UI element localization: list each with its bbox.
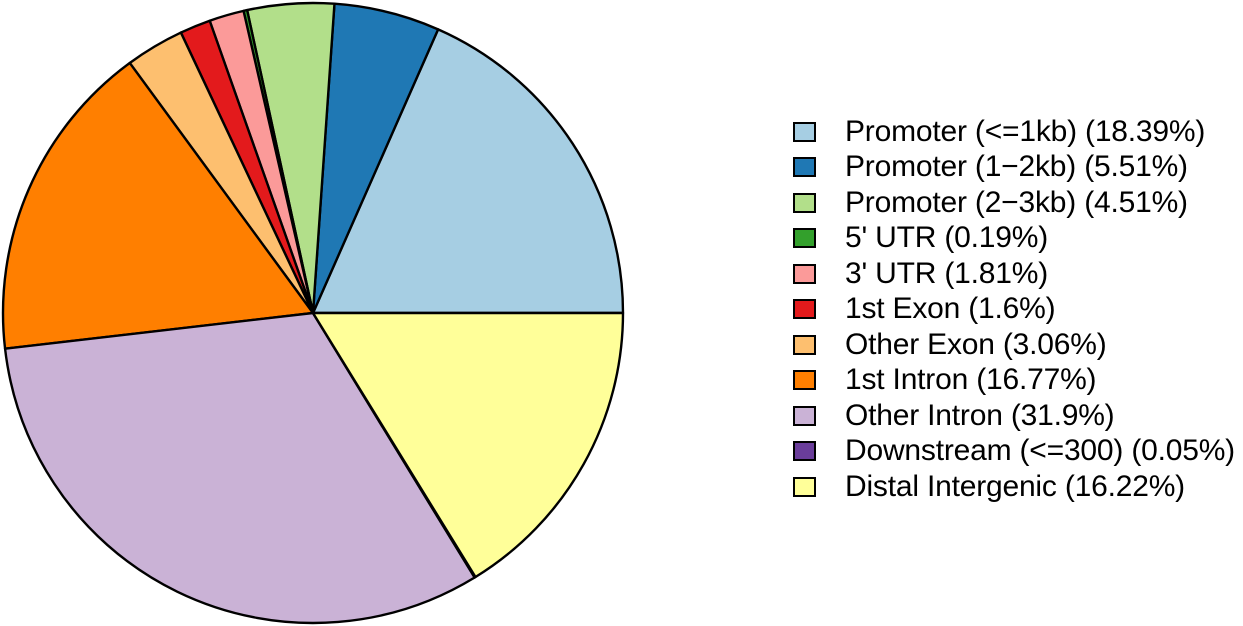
legend-label: 1st Exon (1.6%): [845, 292, 1056, 326]
pie-slice-10: [311, 311, 625, 579]
legend-item: Promoter (1−2kb) (5.51%): [793, 150, 1235, 186]
legend: Promoter (<=1kb) (18.39%) Promoter (1−2kb…: [793, 114, 1235, 505]
legend-label: 1st Intron (16.77%): [845, 363, 1097, 397]
legend-item: Distal Intergenic (16.22%): [793, 469, 1235, 505]
legend-swatch: [793, 370, 816, 391]
legend-label: Downstream (<=300) (0.05%): [845, 434, 1235, 468]
legend-label: 3' UTR (1.81%): [845, 256, 1048, 290]
legend-item: Promoter (2−3kb) (4.51%): [793, 185, 1235, 221]
legend-label: 5' UTR (0.19%): [845, 221, 1048, 255]
legend-label: Other Intron (31.9%): [845, 398, 1115, 432]
legend-label: Distal Intergenic (16.22%): [845, 469, 1185, 503]
legend-label: Promoter (1−2kb) (5.51%): [845, 150, 1188, 184]
pie-slice-7: [1, 61, 315, 350]
pie-slice-0: [311, 28, 625, 315]
legend-item: 1st Intron (16.77%): [793, 363, 1235, 399]
legend-swatch: [793, 228, 816, 249]
legend-swatch: [793, 263, 816, 284]
legend-item: 1st Exon (1.6%): [793, 292, 1235, 328]
legend-swatch: [793, 441, 816, 462]
legend-label: Promoter (<=1kb) (18.39%): [845, 114, 1206, 148]
legend-swatch: [793, 405, 816, 426]
legend-swatch: [793, 476, 816, 497]
legend-swatch: [793, 121, 816, 142]
legend-item: Promoter (<=1kb) (18.39%): [793, 114, 1235, 150]
legend-item: Other Exon (3.06%): [793, 327, 1235, 363]
legend-swatch: [793, 334, 816, 355]
legend-item: Other Intron (31.9%): [793, 398, 1235, 434]
pie-slice-8: [3, 311, 476, 625]
legend-item: Downstream (<=300) (0.05%): [793, 434, 1235, 470]
legend-label: Promoter (2−3kb) (4.51%): [845, 185, 1188, 219]
legend-label: Other Exon (3.06%): [845, 327, 1107, 361]
legend-swatch: [793, 157, 816, 178]
legend-item: 3' UTR (1.81%): [793, 256, 1235, 292]
legend-swatch: [793, 299, 816, 320]
legend-item: 5' UTR (0.19%): [793, 221, 1235, 257]
legend-swatch: [793, 192, 816, 213]
